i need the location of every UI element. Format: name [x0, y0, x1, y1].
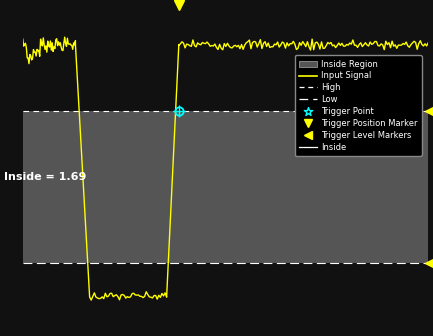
- Bar: [23, 111, 428, 263]
- Text: Inside = 1.69: Inside = 1.69: [4, 172, 86, 182]
- Legend: Inside Region, Input Signal, High, Low, Trigger Point, Trigger Position Marker, : Inside Region, Input Signal, High, Low, …: [294, 55, 422, 156]
